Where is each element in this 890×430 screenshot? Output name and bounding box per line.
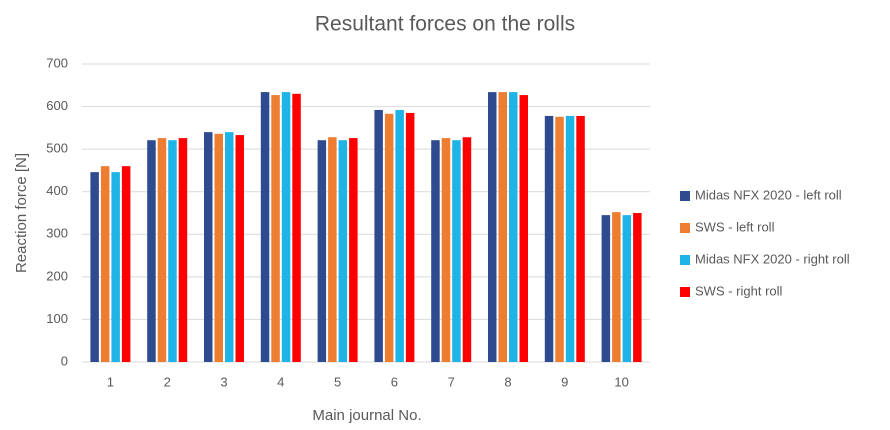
y-tick-label: 300 [46,226,68,241]
legend-swatch [680,287,690,297]
bar [147,140,156,362]
bar [452,140,461,362]
y-tick-label: 0 [61,353,68,368]
y-axis-label: Reaction force [N] [13,153,30,273]
bar [633,213,642,362]
y-tick-label: 200 [46,268,68,283]
legend-label: Midas NFX 2020 - right roll [695,251,850,266]
bar [612,212,621,362]
legend-label: Midas NFX 2020 - left roll [695,187,842,202]
bar [576,115,585,363]
x-tick-label: 5 [334,374,341,389]
y-tick-label: 600 [46,98,68,113]
x-tick-label: 1 [107,374,114,389]
legend-swatch [680,191,690,201]
bar [462,137,472,362]
bar [168,140,177,362]
legend-label: SWS - left roll [695,219,775,234]
bar [349,138,358,362]
x-tick-label: 10 [614,374,628,389]
bar [488,92,497,363]
x-axis-label: Main journal No. [312,407,421,424]
bar [281,92,291,363]
bar [317,140,327,362]
bar [111,172,120,362]
bar [565,115,575,363]
y-tick-label: 400 [46,183,68,198]
bar [384,113,394,363]
bar [260,92,270,363]
bar [622,215,632,362]
bar [328,137,337,362]
bar [519,95,528,362]
bar [441,138,451,362]
bar [100,166,110,362]
chart-title: Resultant forces on the rolls [315,13,575,36]
y-tick-label: 700 [46,55,68,70]
x-tick-label: 7 [448,374,455,389]
bar [544,115,554,363]
bar [338,140,348,362]
bar [395,109,404,362]
bar [157,138,167,362]
bar [178,138,188,362]
bar [225,132,234,362]
x-tick-label: 9 [561,374,568,389]
x-tick-label: 6 [391,374,398,389]
x-tick-label: 8 [504,374,511,389]
bar [374,109,383,362]
x-tick-label: 4 [277,374,284,389]
y-tick-label: 500 [46,141,68,156]
bar [214,133,223,362]
bar [555,116,564,362]
bar [235,135,244,362]
legend-swatch [680,223,690,233]
bar [90,172,99,362]
bar [121,166,131,362]
bar [498,92,507,363]
bar [601,215,611,362]
bar [405,112,415,362]
bar [271,95,280,362]
bar [292,93,301,363]
y-tick-label: 100 [46,311,68,326]
x-tick-label: 2 [164,374,171,389]
bar [431,140,440,362]
bar [204,132,213,362]
legend-label: SWS - right roll [695,283,783,298]
legend-swatch [680,255,690,265]
bar [509,92,518,363]
x-tick-label: 3 [220,374,227,389]
